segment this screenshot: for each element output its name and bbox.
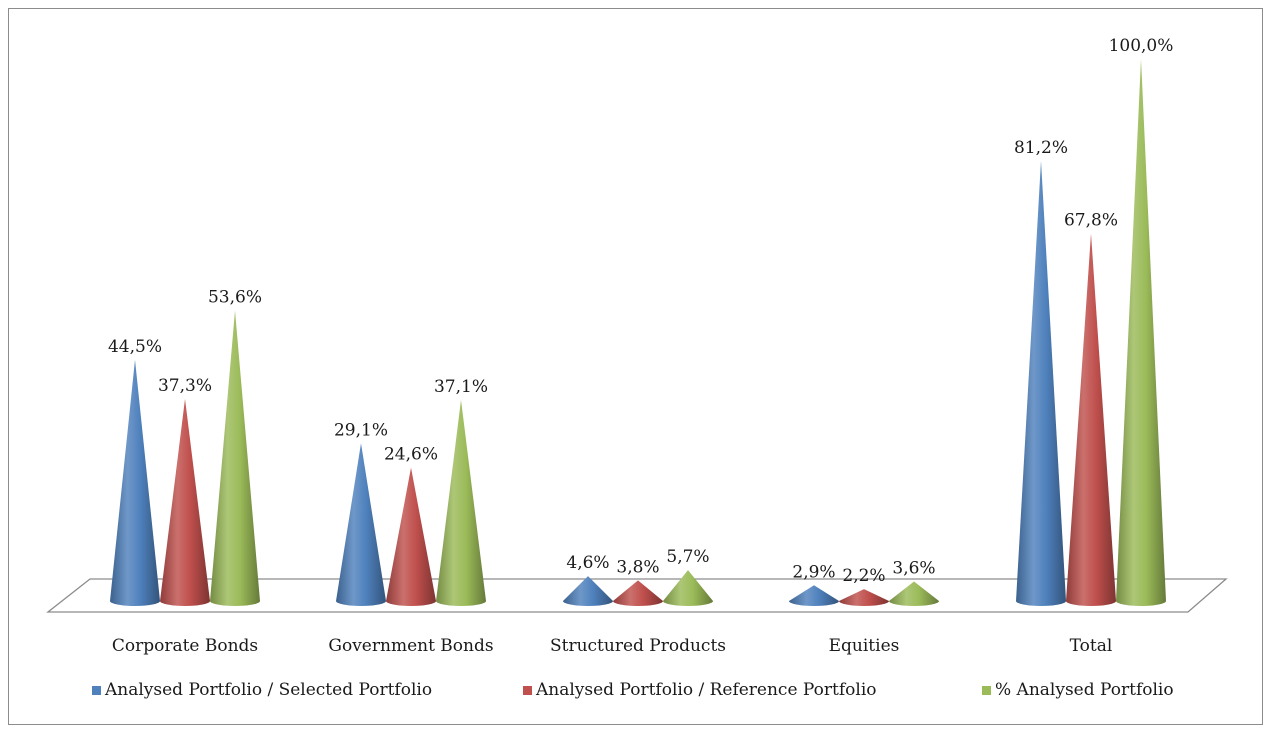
cone-equities-series-2 [839,589,889,606]
cone-structured-products-series-2 [613,580,663,606]
cone-corporate-bonds-series-3 [210,310,260,606]
data-labels: 44,5% 29,1% 4,6% 2,9% 81,2% 37,3% 24,6% 3,8% 2,2… [108,36,1173,586]
data-label-government-bonds-series-1: 29,1% [334,420,388,440]
legend-swatch-selected [92,685,101,695]
cone-equities-series-3 [889,581,939,606]
legend-item-reference: Analysed Portfolio / Reference Portfolio [523,677,877,703]
data-cones [110,59,1166,607]
cone-government-bonds-series-2 [386,467,436,606]
data-label-corporate-bonds-series-3: 53,6% [208,287,262,307]
cone-structured-products-series-1 [563,576,613,606]
data-label-structured-products-series-3: 5,7% [666,547,709,567]
data-label-total-series-2: 67,8% [1064,211,1118,231]
data-label-government-bonds-series-2: 24,6% [384,445,438,465]
data-label-structured-products-series-1: 4,6% [566,553,609,573]
category-label-corporate-bonds: Corporate Bonds [112,636,258,656]
legend-swatch-analysed [982,685,991,695]
data-label-total-series-1: 81,2% [1014,138,1068,158]
category-label-structured-products: Structured Products [550,636,726,656]
cone-total-series-1 [1016,160,1066,606]
legend-item-analysed: % Analysed Portfolio [982,677,1174,703]
cone-structured-products-series-3 [663,570,713,606]
legend-label-reference: Analysed Portfolio / Reference Portfolio [536,680,877,700]
data-label-corporate-bonds-series-1: 44,5% [108,337,162,357]
cone-corporate-bonds-series-2 [160,398,210,606]
legend-item-selected: Analysed Portfolio / Selected Portfolio [92,677,432,703]
category-label-total: Total [1070,636,1113,656]
data-label-government-bonds-series-3: 37,1% [434,377,488,397]
legend-label-selected: Analysed Portfolio / Selected Portfolio [105,680,433,700]
category-label-equities: Equities [829,636,900,656]
category-axis: Corporate Bonds Government Bonds Structure… [112,636,1113,656]
category-label-government-bonds: Government Bonds [328,636,493,656]
legend-label-analysed: % Analysed Portfolio [995,680,1174,700]
data-label-equities-series-3: 3,6% [892,558,935,578]
cone-government-bonds-series-1 [336,443,386,606]
data-label-total-series-3: 100,0% [1109,36,1174,56]
cone-corporate-bonds-series-1 [110,359,160,606]
cone-government-bonds-series-3 [436,399,486,606]
data-label-structured-products-series-2: 3,8% [616,557,659,577]
data-label-equities-series-1: 2,9% [792,562,835,582]
legend-swatch-reference [523,685,532,695]
data-label-corporate-bonds-series-2: 37,3% [158,376,212,396]
cone-equities-series-1 [789,585,839,606]
data-label-equities-series-2: 2,2% [842,566,885,586]
cone-total-series-2 [1066,233,1116,607]
cone-total-series-3 [1116,59,1166,606]
